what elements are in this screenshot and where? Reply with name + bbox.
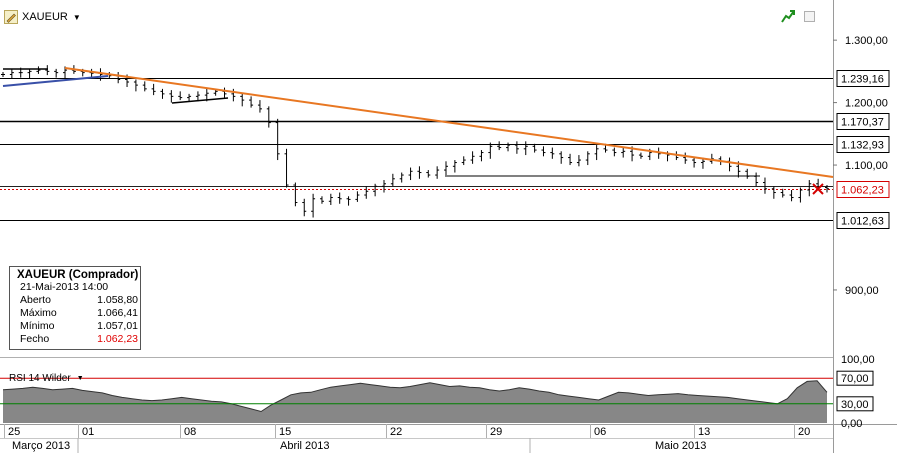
date-tick-label: 01 (82, 426, 94, 438)
price-axis-label: 1.100,00 (845, 160, 888, 172)
rsi-axis-label: 100,00 (841, 354, 875, 366)
price-level-box (836, 70, 890, 87)
rsi-area (3, 380, 827, 423)
rsi-level-box (836, 370, 874, 386)
consolidation-line (171, 97, 229, 104)
price-axis-label: 1.300,00 (845, 35, 888, 47)
price-level-label: 1.012,63 (841, 216, 884, 228)
price-level-box (836, 181, 890, 198)
chart-toolbar (781, 10, 815, 23)
price-level-label: 1.132,93 (841, 140, 884, 152)
current-price-marker (812, 183, 824, 195)
chevron-down-icon[interactable]: ▼ (72, 12, 81, 22)
price-level-label: 1.170,37 (841, 117, 884, 129)
info-row-open: Aberto 1.058,80 (20, 294, 138, 306)
rsi-indicator-selector[interactable]: RSI 14 Wilder ▼ (9, 373, 84, 384)
date-tick-label: 13 (698, 426, 710, 438)
date-tick-label: 06 (594, 426, 606, 438)
info-datetime: 21-Mai-2013 14:00 (20, 281, 109, 293)
info-title: XAUEUR (Comprador) (17, 269, 139, 281)
month-label: Abril 2013 (280, 440, 330, 452)
price-axis-label: 1.200,00 (845, 98, 888, 110)
price-level-box (836, 212, 890, 229)
date-tick-label: 20 (798, 426, 810, 438)
month-label: Maio 2013 (655, 440, 706, 452)
rsi-axis-label: 70,00 (841, 373, 869, 385)
info-row-close: Fecho 1.062,23 (20, 333, 138, 345)
price-level-label: 1.239,16 (841, 74, 884, 86)
window-icon[interactable] (804, 11, 815, 22)
price-level-box (836, 113, 890, 130)
date-tick-label: 25 (8, 426, 20, 438)
rsi-label: RSI 14 Wilder (9, 373, 71, 384)
price-axis-label: 900,00 (845, 285, 879, 297)
rsi-axis-label: 30,00 (841, 399, 869, 411)
symbol-selector[interactable]: XAUEUR ▼ (4, 8, 81, 26)
date-tick-label: 29 (490, 426, 502, 438)
trend-up-icon[interactable] (781, 10, 795, 23)
price-level-label: 1.062,23 (841, 185, 884, 197)
date-tick-label: 22 (390, 426, 402, 438)
info-row-high: Máximo 1.066,41 (20, 307, 138, 319)
rsi-level-box (836, 396, 874, 412)
info-row-low: Mínimo 1.057,01 (20, 320, 138, 332)
rsi-axis-label: 0,00 (841, 418, 862, 430)
date-tick-label: 08 (184, 426, 196, 438)
chevron-down-icon[interactable]: ▼ (76, 375, 84, 382)
ohlc-info-box: XAUEUR (Comprador) 21-Mai-2013 14:00 Abe… (9, 266, 141, 350)
symbol-label: XAUEUR (22, 11, 68, 23)
pencil-icon (4, 10, 18, 24)
price-level-box (836, 136, 890, 153)
date-tick-label: 15 (279, 426, 291, 438)
month-label: Março 2013 (12, 440, 70, 452)
rsi-line (2, 380, 828, 413)
resistance-trendline (64, 67, 834, 178)
support-trendline (2, 75, 109, 87)
